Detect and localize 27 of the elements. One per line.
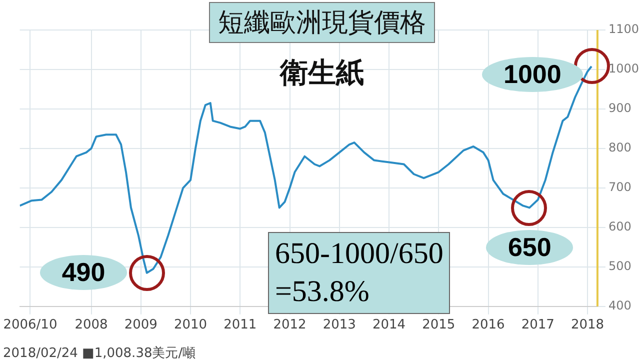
- annotation: 650: [486, 230, 574, 265]
- x-tick-label: 2008: [74, 318, 108, 333]
- y-tick-label: 500: [608, 259, 632, 274]
- x-tick-label: 2015: [422, 318, 456, 333]
- y-tick-label: 400: [608, 298, 632, 313]
- y-tick-label: 1000: [608, 62, 640, 76]
- y-tick-label: 700: [608, 180, 632, 194]
- x-tick-label: 2018: [570, 318, 604, 333]
- x-tick-label: 2017: [521, 318, 554, 333]
- text: 2018/02/24 ■1,008.38美元/噸: [3, 345, 196, 362]
- chart-title: 短纖歐洲現貨價格: [209, 2, 435, 43]
- text: 衛生紙: [280, 55, 364, 91]
- annotation: 490: [40, 255, 128, 290]
- annotation: 650-1000/650 =53.8%: [268, 232, 450, 314]
- x-tick-label: 2014: [372, 318, 406, 333]
- y-tick-label: 600: [608, 220, 632, 234]
- y-tick-label: 800: [608, 140, 632, 155]
- y-tick-label: 1100: [608, 22, 640, 36]
- x-tick-label: 2013: [322, 318, 356, 333]
- x-tick-label: 2006/10: [3, 318, 58, 333]
- x-tick-label: 2016: [472, 318, 505, 333]
- x-tick-label: 2010: [174, 318, 208, 333]
- x-tick-label: 2012: [273, 318, 306, 333]
- y-tick-label: 900: [608, 101, 632, 116]
- annotation: 1000: [482, 56, 584, 92]
- x-tick-label: 2011: [224, 318, 257, 333]
- x-tick-label: 2009: [124, 318, 158, 333]
